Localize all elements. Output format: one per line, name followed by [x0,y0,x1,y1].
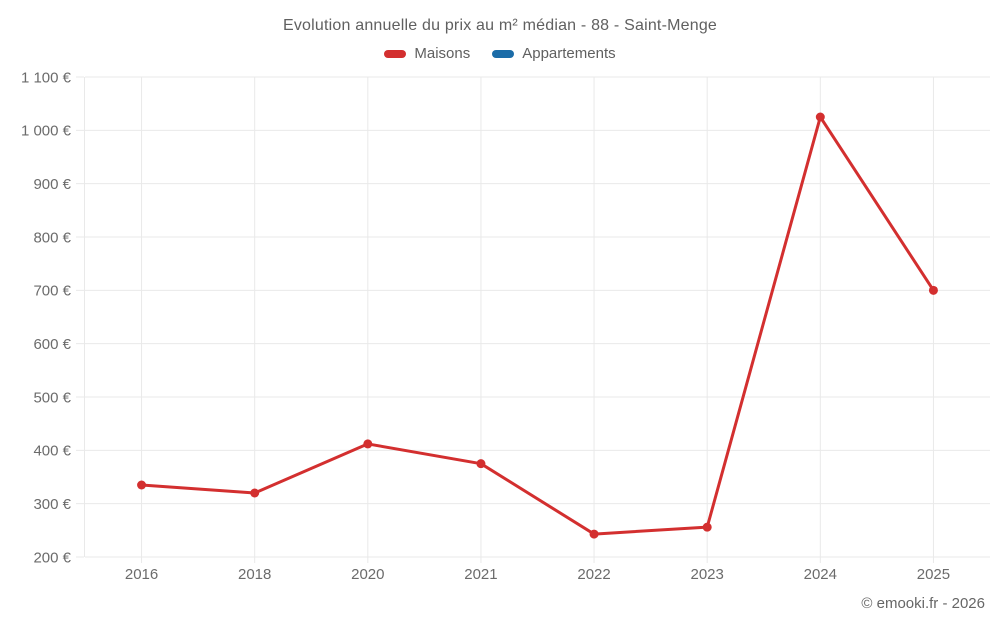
y-tick-label: 600 € [33,336,71,353]
x-tick-label: 2020 [351,566,384,583]
y-tick-label: 200 € [33,549,71,566]
legend-swatch-icon [384,49,407,58]
copyright-text: © emooki.fr - 2026 [861,595,985,612]
x-tick-label: 2023 [691,566,724,583]
legend-swatch-icon [492,49,515,58]
data-point-maisons-2025[interactable] [928,285,938,295]
y-tick-label: 1 000 € [21,123,72,140]
y-tick-label: 400 € [33,443,71,460]
x-tick-label: 2021 [464,566,497,583]
data-point-maisons-2018[interactable] [250,488,260,498]
data-point-maisons-2024[interactable] [815,112,825,122]
x-tick-label: 2018 [238,566,271,583]
chart-title: Evolution annuelle du prix au m² médian … [282,17,718,34]
y-tick-label: 900 € [33,176,71,193]
data-point-maisons-2021[interactable] [476,459,486,469]
data-point-maisons-2023[interactable] [702,522,712,532]
y-tick-label: 300 € [33,496,71,513]
legend-label: Maisons [414,45,471,62]
x-tick-label: 2016 [125,566,158,583]
data-point-maisons-2020[interactable] [363,439,373,449]
legend-item-maisons[interactable]: Maisons [384,45,470,62]
y-tick-label: 800 € [33,229,71,246]
chart-legend: Maisons Appartements [0,45,1000,62]
legend-label: Appartements [522,45,616,62]
y-tick-label: 500 € [33,389,71,406]
series-line-maisons [140,115,935,536]
data-point-maisons-2022[interactable] [589,529,599,539]
x-tick-label: 2024 [804,566,837,583]
y-tick-label: 1 100 € [21,69,72,86]
y-tick-label: 700 € [33,283,71,300]
legend-item-appartements[interactable]: Appartements [492,45,616,62]
data-point-maisons-2016[interactable] [137,480,147,490]
x-tick-label: 2025 [917,566,950,583]
x-tick-label: 2022 [577,566,610,583]
